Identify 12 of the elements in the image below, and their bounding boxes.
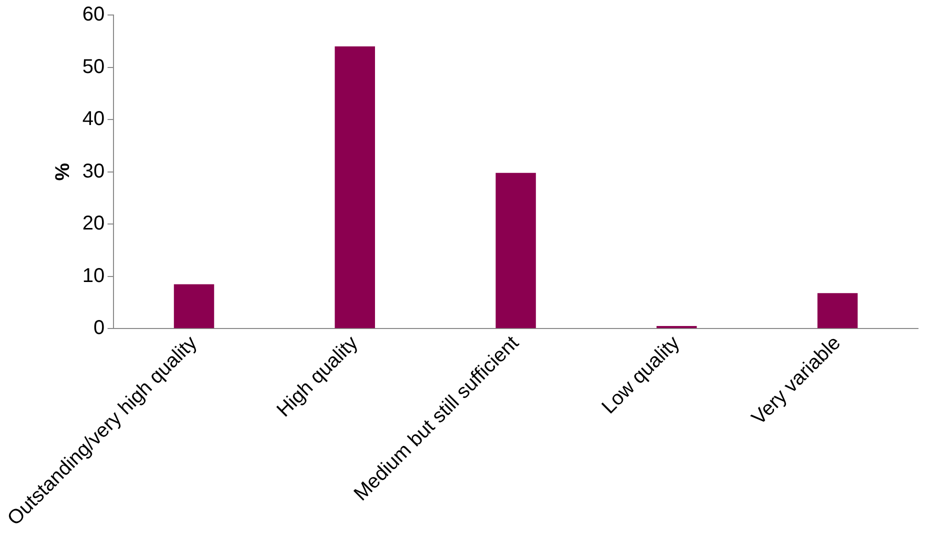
y-tick-label: 40 xyxy=(82,108,105,130)
y-tick-label: 50 xyxy=(82,56,105,78)
bar xyxy=(817,293,858,328)
y-tick-label: 30 xyxy=(82,160,105,182)
bar xyxy=(334,46,376,328)
y-tick-label: 60 xyxy=(82,4,105,26)
y-axis-title: % xyxy=(52,162,74,181)
bar xyxy=(496,172,536,328)
bar xyxy=(174,284,214,328)
y-tick-label: 10 xyxy=(82,264,105,287)
y-tick-label: 0 xyxy=(93,317,105,340)
y-tick-label: 20 xyxy=(82,212,105,235)
